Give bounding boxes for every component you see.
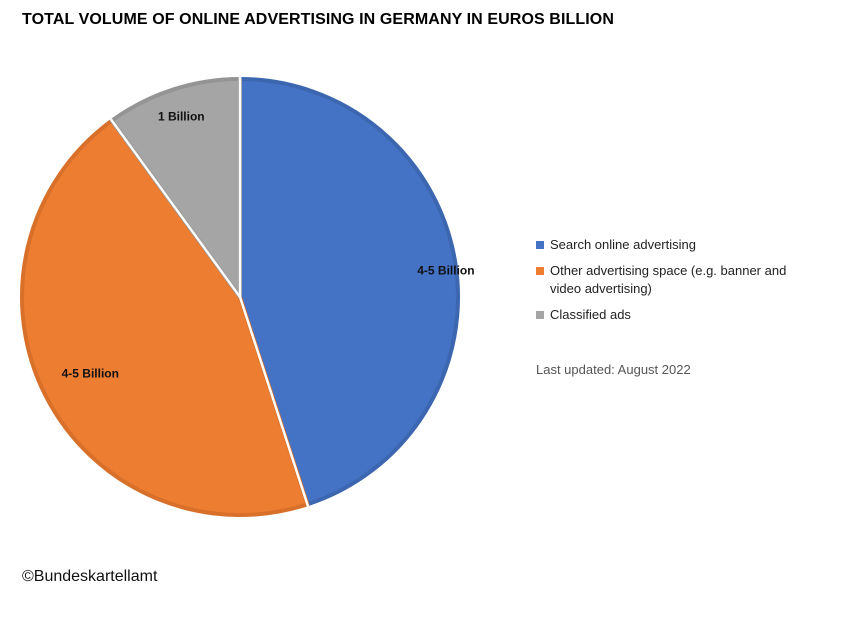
legend-item-search: Search online advertising bbox=[536, 236, 816, 254]
pie-slice-classified bbox=[109, 77, 242, 299]
legend-label-classified: Classified ads bbox=[550, 307, 631, 322]
pie-slice-other bbox=[20, 118, 310, 517]
pie-slice-separator bbox=[109, 118, 242, 298]
legend-item-classified: Classified ads bbox=[536, 306, 816, 324]
chart-title: TOTAL VOLUME OF ONLINE ADVERTISING IN GE… bbox=[22, 11, 615, 28]
pie-slice-separator bbox=[238, 296, 310, 507]
pie-slices bbox=[20, 77, 460, 517]
legend-swatch-classified bbox=[536, 311, 544, 319]
legend-item-other: Other advertising space (e.g. banner and… bbox=[536, 262, 816, 298]
pie-data-labels: 4-5 Billion 4-5 Billion 1 Billion bbox=[62, 109, 475, 380]
chart-legend: Search online advertising Other advertis… bbox=[536, 236, 816, 332]
legend-swatch-other bbox=[536, 267, 544, 275]
legend-swatch-search bbox=[536, 241, 544, 249]
pie-slice-search bbox=[238, 77, 460, 507]
last-updated-note: Last updated: August 2022 bbox=[536, 362, 691, 377]
legend-label-other: Other advertising space (e.g. banner and… bbox=[550, 263, 787, 296]
pie-label-other: 4-5 Billion bbox=[62, 366, 119, 380]
pie-label-search: 4-5 Billion bbox=[417, 264, 474, 278]
pie-label-classified: 1 Billion bbox=[158, 109, 205, 123]
legend-label-search: Search online advertising bbox=[550, 237, 696, 252]
copyright-note: ©Bundeskartellamt bbox=[22, 568, 158, 585]
